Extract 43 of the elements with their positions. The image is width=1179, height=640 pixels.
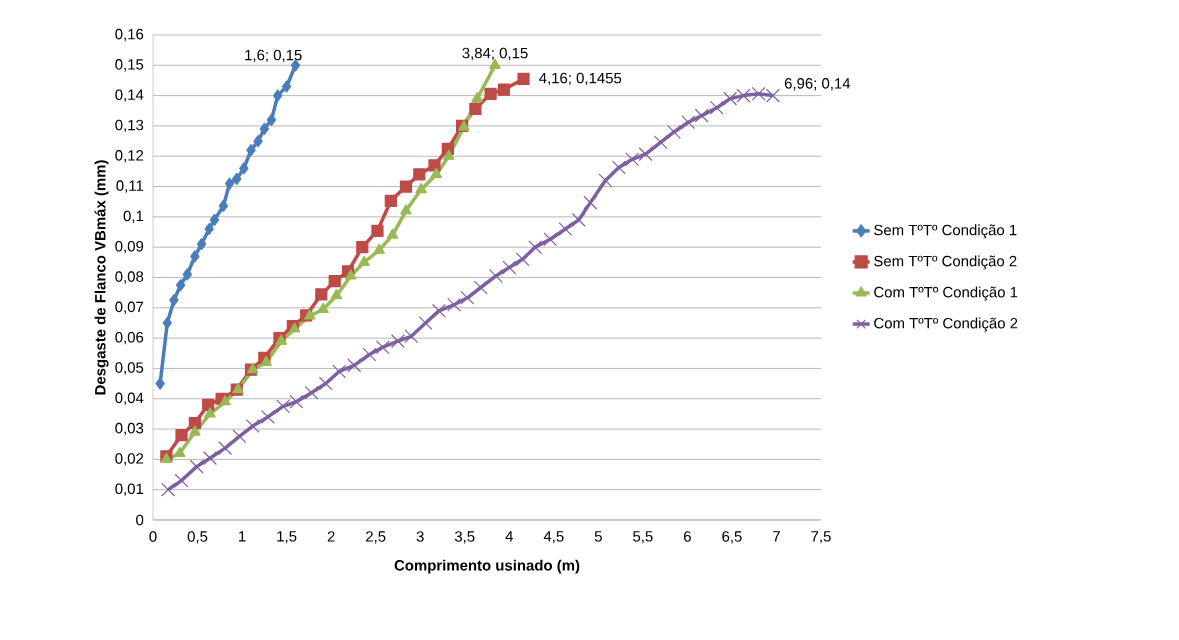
y-tick-label: 0,12 [115,150,144,163]
legend-label: Sem TºTº Condição 2 [874,255,1017,270]
y-tick-label: 0,02 [115,453,144,466]
x-tick-label: 1 [239,531,246,542]
x-tick-label: 2,5 [366,531,386,544]
y-tick-label: 0,1 [123,210,144,224]
annotation: 6,96; 0,14 [784,78,851,91]
y-tick-label: 0,06 [115,331,144,345]
x-tick-label: 6 [684,531,691,542]
y-tick-label: 0,04 [115,392,144,405]
x-tick-label: 5 [594,531,602,542]
x-tick-label: 4 [505,531,513,542]
x-tick-label: 0 [149,531,157,542]
y-axis-title: Desgaste de Flanco VBmáx (mm) [94,160,109,395]
x-tick-label: 7,5 [811,531,831,544]
x-tick-label: 0,5 [187,531,208,544]
y-tick-label: 0,03 [115,422,144,436]
y-tick-label: 0,05 [115,362,144,375]
y-tick-label: 0,09 [115,241,144,254]
annotation: 3,84; 0,15 [462,47,528,61]
x-tick-label: 3 [416,531,424,542]
y-tick-label: 0 [136,514,144,526]
x-tick-label: 7 [773,531,780,542]
y-tick-label: 0,13 [115,119,144,133]
y-tick-label: 0,16 [115,28,144,42]
x-tick-label: 3,5 [454,531,475,544]
y-tick-label: 0,15 [115,59,144,72]
y-tick-label: 0,11 [116,180,144,193]
x-tick-label: 2 [327,531,335,542]
x-tick-label: 5,5 [633,531,653,544]
legend-label: Com TºTº Condição 2 [874,317,1018,332]
x-axis-title: Comprimento usinado (m) [394,559,580,574]
y-tick-label: 0,01 [115,483,144,496]
legend-label: Com TºTº Condição 1 [874,286,1018,301]
annotation: 1,6; 0,15 [245,49,302,63]
x-tick-label: 4,5 [543,531,564,544]
legend-label: Sem TºTº Condição 1 [874,224,1017,239]
y-tick-label: 0,07 [115,301,144,314]
y-tick-label: 0,08 [115,271,144,284]
annotation: 4,16; 0,1455 [539,72,622,86]
x-tick-label: 6,5 [722,531,742,544]
y-tick-label: 0,14 [115,89,144,102]
x-tick-label: 1,5 [277,531,297,544]
